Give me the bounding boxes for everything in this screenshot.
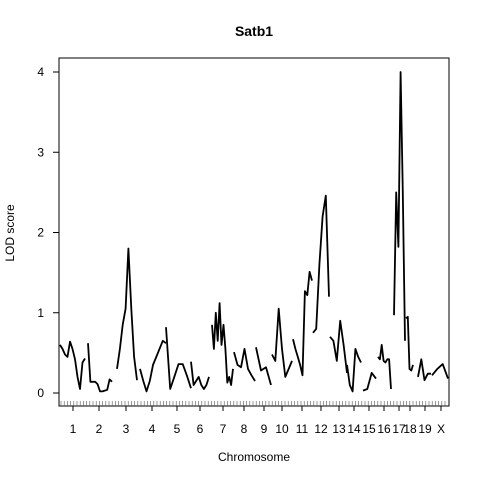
lod-curve-chr-12 bbox=[312, 194, 330, 334]
x-tick-label: 12 bbox=[314, 422, 328, 436]
lod-curve-chr-10 bbox=[271, 307, 293, 378]
lod-curve-chr-11 bbox=[292, 270, 313, 377]
lod-curve-chr-15 bbox=[362, 371, 377, 392]
y-axis: 0 1 2 3 4 bbox=[37, 65, 60, 400]
x-tick-label: 17 bbox=[392, 422, 406, 436]
marker-rug bbox=[60, 401, 446, 406]
lod-curve-chr-13 bbox=[329, 319, 348, 374]
lod-curve-chr-18 bbox=[405, 315, 414, 372]
x-tick-label: 15 bbox=[362, 422, 376, 436]
chart-title: Satb1 bbox=[235, 23, 273, 39]
x-tick-label: 11 bbox=[296, 422, 309, 436]
x-tick-label: 2 bbox=[96, 422, 103, 436]
x-tick-label: 5 bbox=[174, 422, 181, 436]
x-tick-label: 7 bbox=[220, 422, 227, 436]
x-tick-label: 13 bbox=[332, 422, 346, 436]
lod-curves bbox=[59, 71, 449, 393]
lod-curve-chr-5 bbox=[165, 327, 192, 390]
y-tick-label: 3 bbox=[37, 145, 44, 159]
x-tick-label: 6 bbox=[197, 422, 204, 436]
x-tick-label: X bbox=[437, 422, 445, 436]
y-axis-label: LOD score bbox=[3, 204, 17, 262]
lod-curve-chr-16 bbox=[377, 343, 392, 390]
lod-curve-chr-6 bbox=[190, 361, 210, 390]
lod-curve-chr-17 bbox=[393, 71, 406, 341]
lod-curve-chr-8 bbox=[233, 347, 256, 382]
lod-curve-chr-9 bbox=[255, 347, 272, 386]
lod-curve-chr-7 bbox=[211, 302, 234, 386]
x-axis-label: Chromosome bbox=[218, 450, 290, 464]
y-tick-label: 4 bbox=[37, 65, 44, 79]
y-tick-label: 2 bbox=[37, 226, 44, 240]
x-tick-label: 9 bbox=[261, 422, 268, 436]
x-tick-label: 3 bbox=[123, 422, 130, 436]
lod-curve-chr-14 bbox=[346, 347, 362, 393]
lod-curve-chr-3 bbox=[116, 247, 138, 381]
x-tick-label: 16 bbox=[377, 422, 391, 436]
x-tick-label: 18 bbox=[403, 422, 417, 436]
x-tick-label: 1 bbox=[70, 422, 77, 436]
lod-curve-chr-1 bbox=[59, 340, 86, 390]
x-tick-label: 14 bbox=[347, 422, 361, 436]
x-tick-label: 4 bbox=[149, 422, 156, 436]
lod-curve-chr-19 bbox=[417, 358, 431, 382]
lod-curve-chr-X bbox=[431, 363, 449, 379]
plot-frame bbox=[58, 57, 450, 407]
lod-curve-chr-4 bbox=[139, 339, 167, 393]
x-tick-label: 10 bbox=[275, 422, 289, 436]
x-tick-label: 8 bbox=[241, 422, 248, 436]
lod-curve-chr-2 bbox=[87, 343, 113, 393]
x-tick-label: 19 bbox=[418, 422, 432, 436]
y-tick-label: 0 bbox=[37, 386, 44, 400]
y-tick-label: 1 bbox=[37, 306, 44, 320]
